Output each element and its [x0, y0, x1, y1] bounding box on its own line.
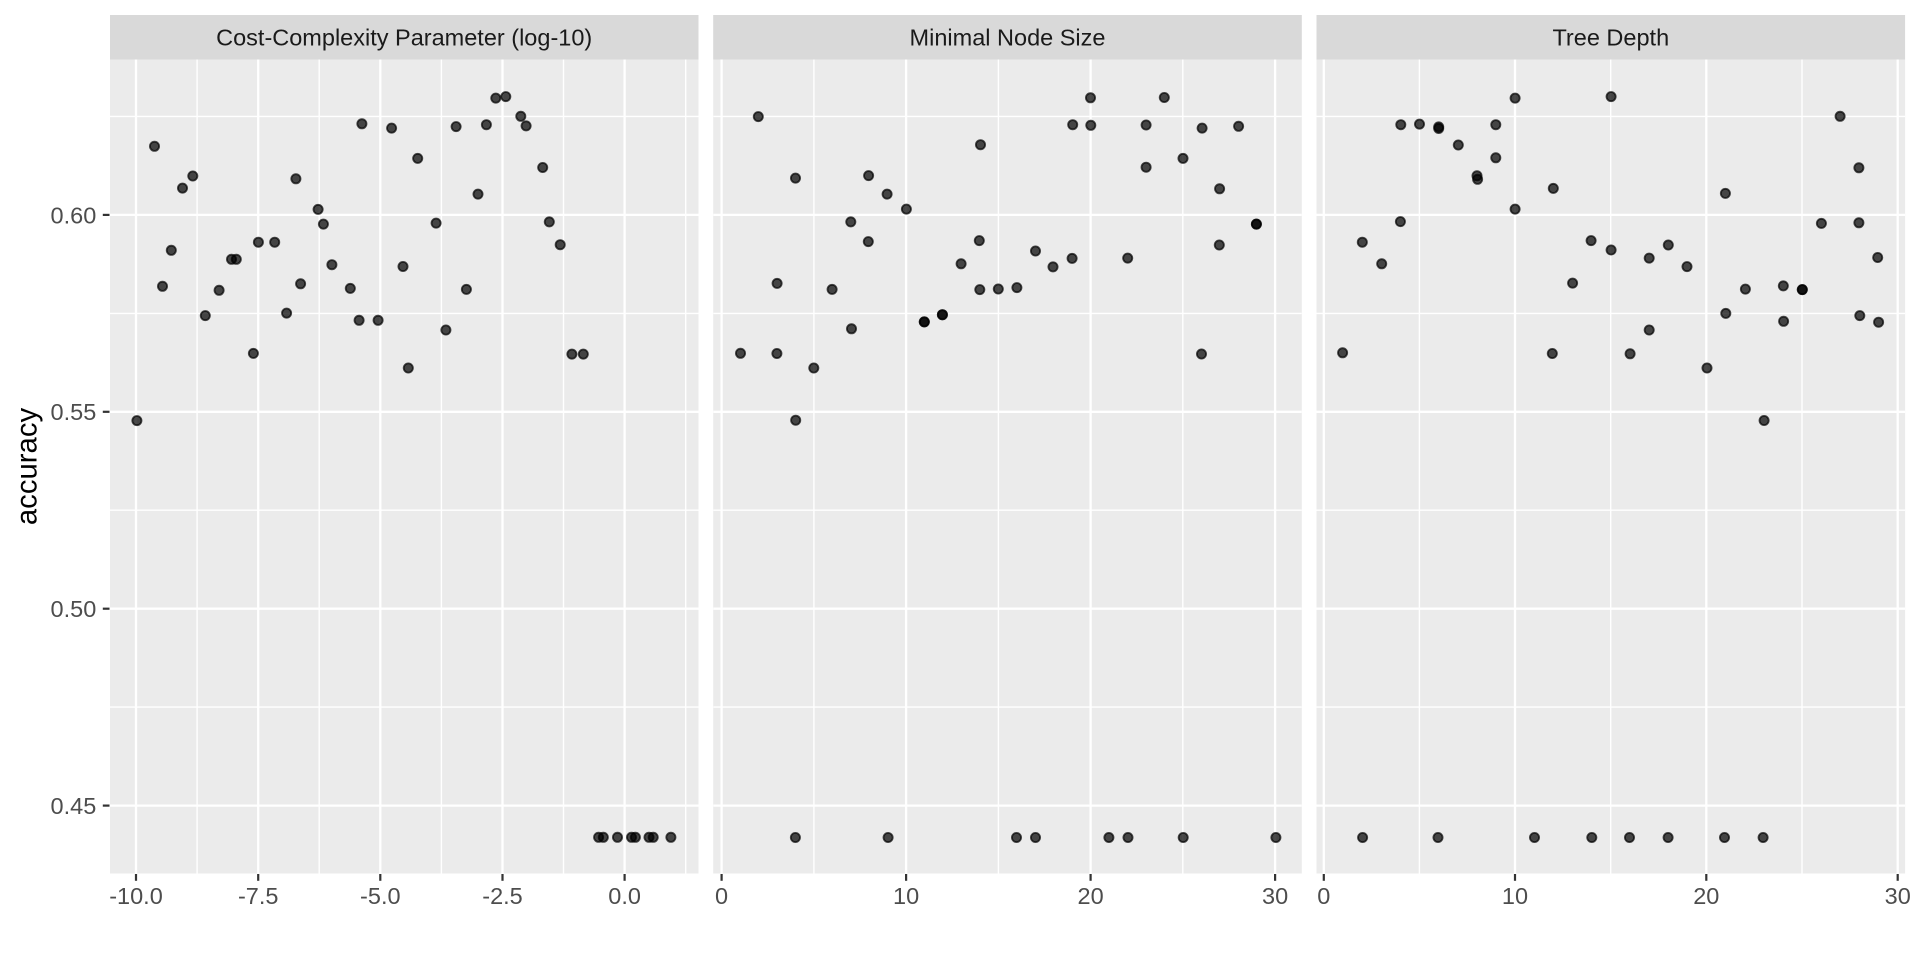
svg-text:20: 20 [1078, 883, 1104, 909]
svg-text:-2.5: -2.5 [482, 883, 523, 909]
svg-text:Cost-Complexity Parameter (log: Cost-Complexity Parameter (log-10) [216, 25, 592, 51]
svg-text:Tree Depth: Tree Depth [1552, 25, 1669, 51]
svg-text:accuracy: accuracy [11, 408, 44, 526]
svg-text:-5.0: -5.0 [360, 883, 401, 909]
svg-text:0.55: 0.55 [51, 399, 97, 425]
svg-text:30: 30 [1885, 883, 1911, 909]
svg-text:0: 0 [715, 883, 728, 909]
svg-text:Minimal Node Size: Minimal Node Size [910, 25, 1106, 51]
svg-text:-7.5: -7.5 [238, 883, 279, 909]
svg-text:20: 20 [1693, 883, 1719, 909]
svg-text:0.45: 0.45 [51, 793, 97, 819]
svg-text:10: 10 [1502, 883, 1528, 909]
svg-text:0.0: 0.0 [608, 883, 641, 909]
svg-text:10: 10 [893, 883, 919, 909]
svg-text:0: 0 [1317, 883, 1330, 909]
svg-text:30: 30 [1262, 883, 1288, 909]
svg-text:0.60: 0.60 [51, 202, 97, 228]
svg-text:0.50: 0.50 [51, 596, 97, 622]
svg-text:-10.0: -10.0 [109, 883, 163, 909]
